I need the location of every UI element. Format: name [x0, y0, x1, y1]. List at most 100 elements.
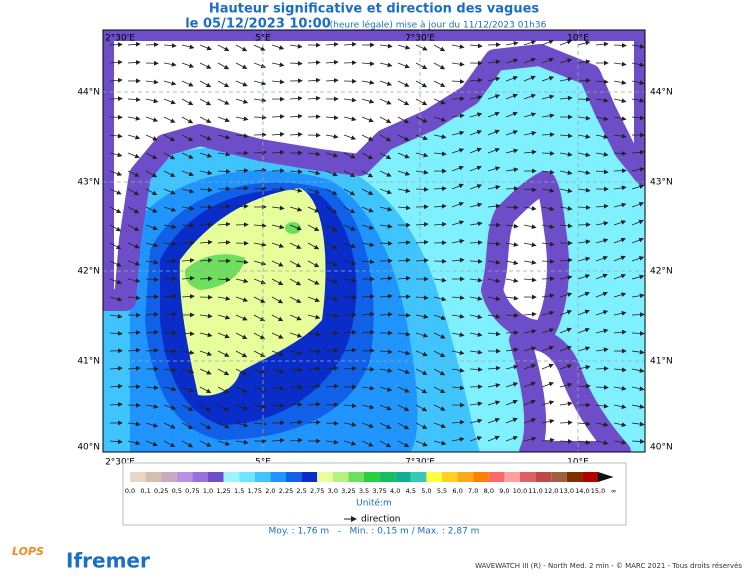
direction-arrow: [559, 382, 573, 388]
direction-arrow: [415, 134, 428, 141]
direction-arrow: [559, 133, 573, 139]
direction-arrow: [181, 170, 194, 177]
direction-arrow: [199, 332, 213, 338]
direction-arrow: [631, 256, 645, 262]
direction-arrow: [271, 314, 284, 322]
direction-arrow: [307, 401, 321, 407]
direction-arrow: [271, 332, 284, 339]
direction-arrow: [325, 78, 339, 83]
direction-arrow: [397, 188, 411, 193]
direction-arrow: [433, 98, 446, 105]
direction-arrow: [109, 331, 123, 336]
direction-arrow: [325, 42, 339, 47]
direction-arrow: [325, 115, 339, 121]
direction-arrow: [559, 151, 573, 157]
legend-direction: direction: [361, 515, 400, 525]
direction-arrow: [397, 331, 411, 337]
update-note: (heure légale) mise à jour du 11/12/2023…: [330, 20, 547, 31]
colorbar-segment: [208, 472, 224, 482]
direction-arrow: [289, 43, 303, 49]
direction-arrow: [577, 365, 591, 370]
direction-arrow: [415, 98, 428, 106]
direction-arrow: [577, 274, 591, 280]
colorbar-label: 2,5: [296, 487, 306, 495]
direction-arrow: [397, 170, 411, 176]
direction-arrow: [361, 98, 375, 104]
colorbar-segment: [176, 472, 193, 482]
direction-arrow: [343, 366, 357, 371]
colorbar-label: 0,75: [185, 487, 199, 495]
direction-arrow: [523, 112, 537, 118]
direction-arrow: [595, 291, 608, 298]
colorbar-end: [598, 472, 614, 482]
direction-arrow: [433, 368, 446, 376]
direction-arrow: [145, 206, 158, 213]
direction-arrow: [253, 150, 267, 155]
direction-arrow: [163, 80, 177, 86]
direction-arrow: [307, 95, 321, 101]
direction-arrow: [487, 314, 501, 319]
direction-arrow: [433, 296, 447, 302]
direction-arrow: [163, 293, 177, 299]
direction-arrow: [505, 111, 518, 118]
direction-arrow: [397, 422, 410, 430]
direction-arrow: [307, 278, 320, 285]
direction-arrow: [451, 183, 464, 190]
direction-arrow: [361, 385, 375, 391]
colorbar-segment: [473, 472, 489, 482]
direction-arrow: [505, 148, 519, 154]
direction-arrow: [595, 328, 609, 334]
direction-arrow: [217, 296, 231, 301]
direction-arrow: [415, 295, 429, 301]
direction-arrow: [307, 77, 321, 83]
direction-arrow: [451, 350, 465, 356]
colorbar-segment: [223, 472, 240, 482]
direction-arrow: [451, 79, 465, 84]
direction-arrow: [451, 220, 465, 226]
direction-arrow: [217, 151, 231, 157]
lat-label: 44°N: [650, 88, 673, 98]
direction-arrow: [595, 134, 609, 140]
direction-arrow: [127, 41, 141, 47]
direction-arrow: [613, 220, 627, 226]
direction-arrow: [541, 259, 555, 264]
direction-arrow: [379, 206, 393, 212]
direction-arrow: [253, 368, 266, 375]
direction-arrow: [469, 147, 482, 154]
direction-arrow: [109, 224, 122, 232]
colorbar-label: 13,0: [560, 487, 574, 495]
direction-arrow: [145, 152, 158, 159]
colorbar-label: 15,0: [591, 487, 605, 495]
direction-arrow: [451, 130, 465, 136]
direction-arrow: [253, 332, 266, 340]
direction-arrow: [181, 331, 195, 337]
direction-arrow: [307, 331, 321, 337]
direction-arrow: [415, 314, 429, 319]
direction-arrow: [325, 383, 339, 389]
direction-arrow: [271, 242, 285, 248]
direction-arrow: [613, 255, 626, 262]
direction-arrow: [541, 345, 554, 352]
direction-arrow: [181, 80, 194, 87]
direction-arrow: [181, 386, 194, 393]
direction-arrow: [163, 224, 177, 230]
logo-lops: LOPS: [12, 545, 44, 558]
direction-arrow: [577, 40, 591, 46]
colorbar-segment: [582, 472, 598, 482]
direction-arrow: [469, 436, 483, 442]
direction-arrow: [271, 403, 285, 408]
direction-arrow: [415, 350, 428, 357]
direction-arrow: [307, 170, 321, 176]
colorbar-label: 4,5: [406, 487, 416, 495]
direction-arrow: [199, 368, 212, 375]
direction-arrow: [379, 62, 393, 68]
direction-arrow: [469, 277, 483, 283]
direction-arrow: [595, 152, 609, 157]
direction-arrow: [109, 152, 123, 158]
direction-arrow: [163, 422, 176, 429]
direction-arrow: [181, 223, 195, 228]
direction-arrow: [379, 368, 393, 373]
direction-arrow: [379, 275, 393, 281]
direction-arrow: [505, 364, 519, 370]
direction-arrow: [415, 80, 428, 88]
